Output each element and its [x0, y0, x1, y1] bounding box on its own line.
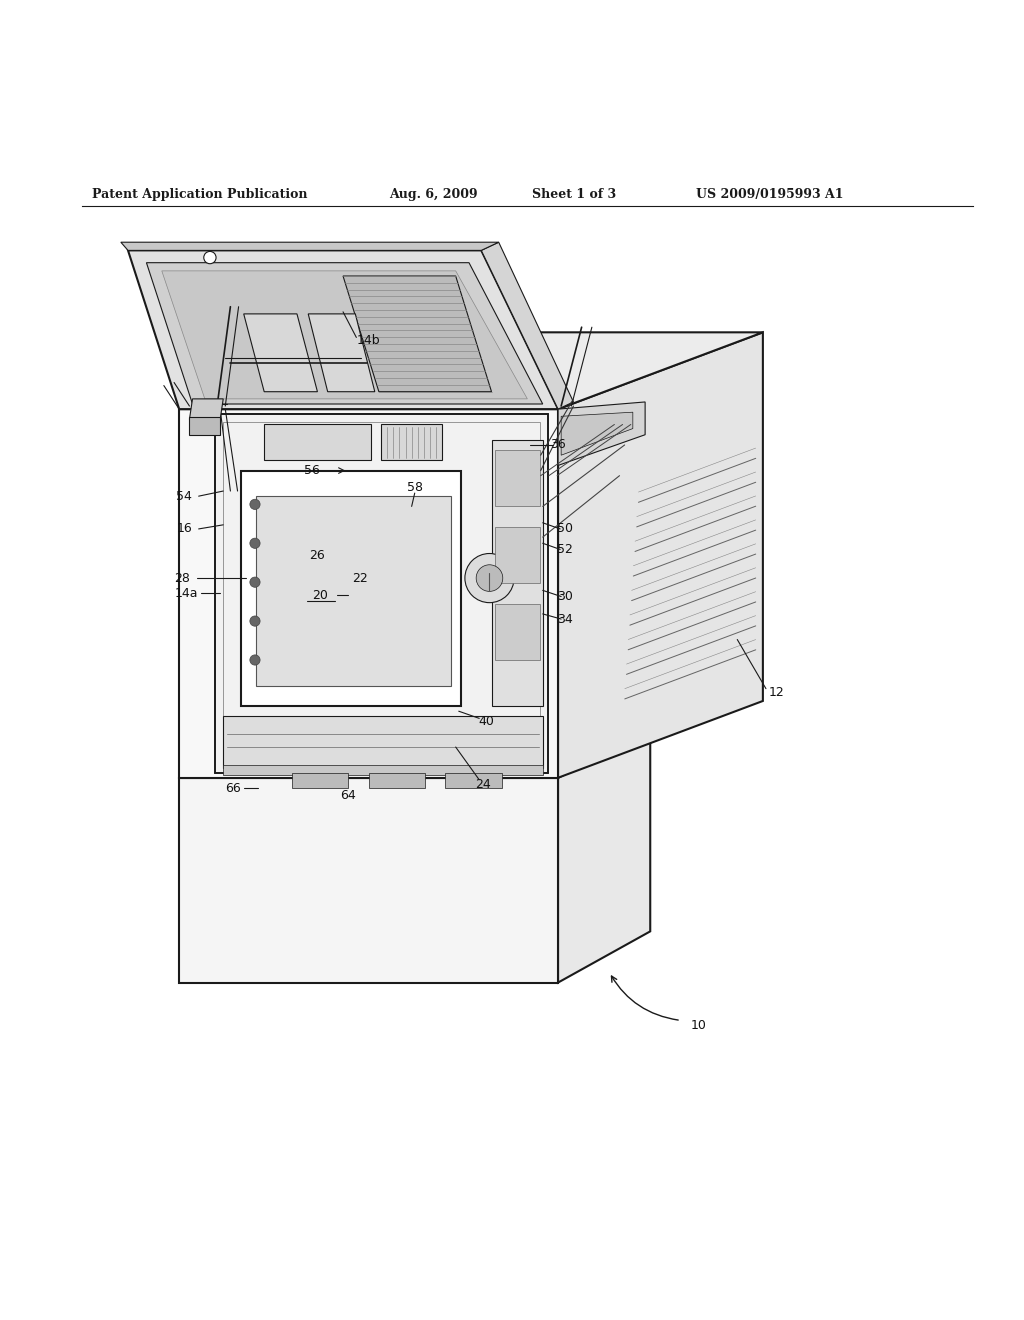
Polygon shape — [492, 440, 543, 706]
Polygon shape — [561, 412, 633, 455]
Polygon shape — [223, 766, 543, 775]
Circle shape — [250, 577, 260, 587]
Circle shape — [476, 565, 503, 591]
Polygon shape — [146, 263, 543, 404]
Polygon shape — [162, 271, 527, 399]
Text: 22: 22 — [352, 572, 369, 585]
Circle shape — [250, 499, 260, 510]
Polygon shape — [179, 333, 763, 409]
Text: FIG. 1: FIG. 1 — [635, 381, 720, 405]
Polygon shape — [558, 403, 645, 466]
Polygon shape — [558, 333, 763, 777]
Polygon shape — [445, 772, 502, 788]
Text: 66: 66 — [225, 781, 242, 795]
Polygon shape — [256, 496, 451, 685]
Text: 28: 28 — [174, 572, 190, 585]
Polygon shape — [179, 409, 558, 777]
Text: Aug. 6, 2009: Aug. 6, 2009 — [389, 187, 478, 201]
Polygon shape — [264, 425, 371, 461]
Polygon shape — [179, 731, 650, 777]
Text: 40: 40 — [478, 715, 495, 727]
Polygon shape — [308, 314, 375, 392]
Text: 12: 12 — [768, 686, 784, 700]
Text: 50: 50 — [557, 523, 573, 536]
Text: Sheet 1 of 3: Sheet 1 of 3 — [532, 187, 616, 201]
Text: Patent Application Publication: Patent Application Publication — [92, 187, 307, 201]
Text: 34: 34 — [557, 612, 573, 626]
Text: 26: 26 — [309, 549, 326, 562]
Polygon shape — [343, 276, 492, 392]
Polygon shape — [241, 470, 461, 706]
Circle shape — [250, 616, 260, 626]
Text: US 2009/0195993 A1: US 2009/0195993 A1 — [696, 187, 844, 201]
Polygon shape — [189, 399, 223, 420]
Text: 36: 36 — [550, 438, 566, 451]
Polygon shape — [223, 717, 543, 767]
Polygon shape — [179, 777, 558, 982]
Polygon shape — [121, 242, 499, 251]
Polygon shape — [244, 314, 317, 392]
Polygon shape — [128, 251, 558, 409]
Text: 54: 54 — [176, 490, 193, 503]
Text: 10: 10 — [690, 1019, 707, 1032]
Polygon shape — [215, 414, 548, 772]
Text: 30: 30 — [557, 590, 573, 603]
Text: 56: 56 — [304, 465, 321, 477]
Text: 16: 16 — [176, 523, 193, 536]
Polygon shape — [495, 450, 540, 507]
Text: 52: 52 — [557, 543, 573, 556]
Polygon shape — [292, 772, 348, 788]
Polygon shape — [558, 731, 650, 982]
Text: 14a: 14a — [175, 587, 198, 599]
Polygon shape — [495, 527, 540, 583]
Text: 64: 64 — [340, 788, 356, 801]
Polygon shape — [495, 603, 540, 660]
Circle shape — [204, 251, 216, 264]
Polygon shape — [189, 417, 220, 434]
Text: 58: 58 — [407, 482, 423, 495]
Circle shape — [250, 655, 260, 665]
Polygon shape — [381, 425, 442, 461]
Polygon shape — [481, 242, 573, 409]
Circle shape — [465, 553, 514, 603]
Text: 20: 20 — [312, 589, 329, 602]
Text: 24: 24 — [475, 779, 492, 792]
Text: 14b: 14b — [356, 334, 381, 347]
Circle shape — [250, 539, 260, 548]
Polygon shape — [369, 772, 425, 788]
